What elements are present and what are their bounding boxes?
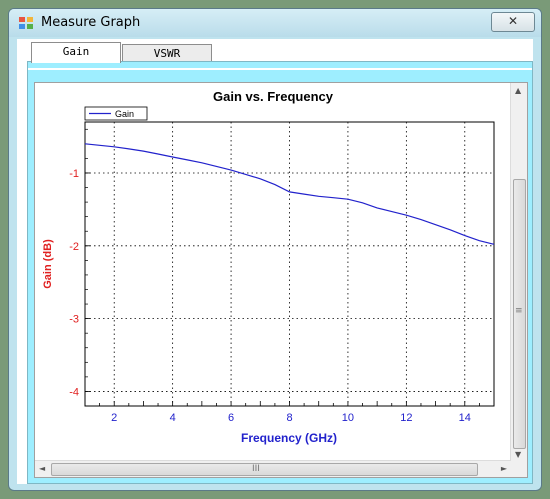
y-tick-label: -2 bbox=[69, 241, 79, 253]
gain-chart: Gain vs. Frequency 2 4 6 8 10 12 14 -1 -2 -3 -4 Ga… bbox=[42, 89, 495, 445]
horizontal-scroll-thumb[interactable]: III bbox=[51, 463, 478, 476]
x-tick-label: 14 bbox=[459, 412, 471, 424]
x-tick-label: 10 bbox=[342, 412, 354, 424]
y-tick-label: -4 bbox=[69, 386, 79, 398]
y-axis-label: Gain (dB) bbox=[42, 239, 54, 289]
scroll-up-icon[interactable]: ▲ bbox=[515, 86, 522, 95]
x-tick-label: 12 bbox=[400, 412, 412, 424]
gain-series-line bbox=[84, 143, 495, 245]
x-tick-label: 6 bbox=[228, 412, 234, 424]
x-tick-label: 4 bbox=[170, 412, 176, 424]
panel-divider bbox=[28, 68, 532, 70]
scroll-down-icon[interactable]: ▼ bbox=[515, 450, 522, 459]
scrollbar-corner bbox=[511, 461, 527, 477]
legend-box bbox=[84, 106, 148, 121]
x-axis-label: Frequency (GHz) bbox=[241, 431, 337, 445]
scroll-right-icon[interactable]: ► bbox=[500, 464, 507, 473]
x-tick-label: 8 bbox=[286, 412, 292, 424]
tab-panel-gain: Gain vs. Frequency 2 4 6 8 10 12 14 -1 -2 -3 -4 Ga… bbox=[27, 61, 533, 484]
title-bar[interactable]: Measure Graph ✕ bbox=[9, 9, 541, 37]
chart-title: Gain vs. Frequency bbox=[213, 89, 334, 104]
vertical-scrollbar[interactable]: ▲ ≡ ▼ bbox=[510, 83, 527, 461]
scroll-left-icon[interactable]: ◄ bbox=[39, 464, 46, 473]
chart-grid bbox=[84, 122, 495, 407]
plot-frame bbox=[84, 121, 495, 407]
tick-labels: 2 4 6 8 10 12 14 -1 -2 -3 -4 bbox=[69, 168, 471, 424]
tab-gain[interactable]: Gain bbox=[31, 42, 121, 63]
close-button[interactable]: ✕ bbox=[491, 12, 535, 32]
app-icon bbox=[19, 17, 33, 29]
legend: Gain bbox=[84, 106, 148, 121]
x-tick-label: 2 bbox=[111, 412, 117, 424]
horizontal-scrollbar[interactable]: ◄ III ► bbox=[35, 460, 511, 477]
graph-scroll-area: Gain vs. Frequency 2 4 6 8 10 12 14 -1 -2 -3 -4 Ga… bbox=[34, 82, 528, 478]
client-area: Gain VSWR Gain vs. Frequency 2 4 6 8 10 12 14 -… bbox=[17, 39, 533, 484]
tab-vswr[interactable]: VSWR bbox=[122, 44, 212, 62]
close-icon: ✕ bbox=[507, 14, 519, 28]
y-tick-label: -3 bbox=[69, 314, 79, 326]
grip-icon: ≡ bbox=[515, 306, 523, 316]
measure-graph-window: Measure Graph ✕ Gain VSWR Gain vs. Frequ… bbox=[8, 8, 542, 491]
legend-label: Gain bbox=[115, 109, 134, 119]
window-title: Measure Graph bbox=[41, 15, 141, 30]
grip-icon: III bbox=[252, 464, 260, 474]
y-tick-label: -1 bbox=[69, 168, 79, 180]
vertical-scroll-thumb[interactable]: ≡ bbox=[513, 179, 526, 449]
